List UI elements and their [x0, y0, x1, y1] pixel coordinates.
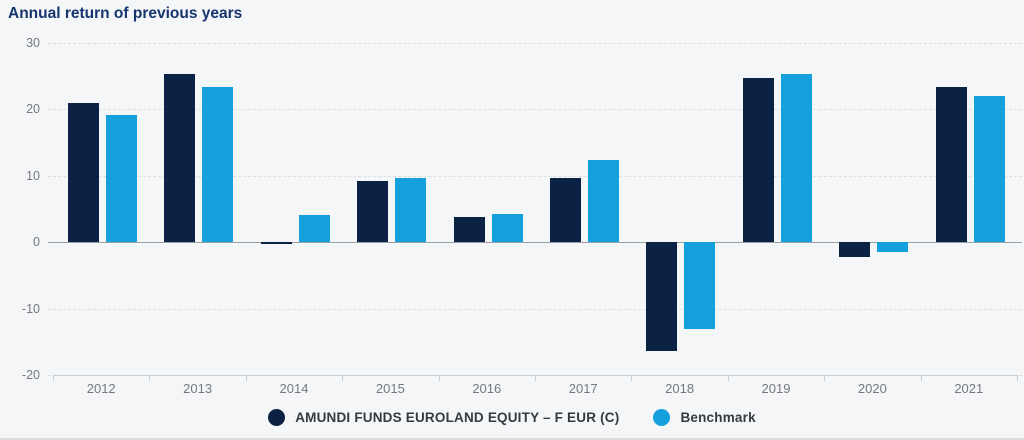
- y-tick-label--10: -10: [21, 301, 40, 316]
- x-axis-tick: [535, 375, 536, 381]
- x-axis-tick: [149, 375, 151, 381]
- bar-2020-fund: [839, 242, 871, 258]
- y-tick-label--20: -20: [21, 368, 40, 382]
- bar-2016-fund: [453, 216, 485, 243]
- fund-legend-label: AMUNDI FUNDS EUROLAND EQUITY – F EUR (C): [295, 410, 620, 425]
- y-tick-label-20: 20: [26, 102, 40, 117]
- chart-title: Annual return of previous years: [8, 5, 243, 22]
- x-axis-label-2017: 2017: [568, 381, 598, 396]
- gridline-20: [48, 109, 1022, 111]
- x-axis-tick: [824, 375, 826, 381]
- bar-2013-fund: [164, 74, 196, 243]
- bar-2020-benchmark: [877, 242, 909, 253]
- legend-item-benchmark: Benchmark: [653, 409, 756, 426]
- benchmark-legend-dot-icon: [653, 409, 671, 426]
- bar-2015-fund: [357, 181, 389, 243]
- x-axis-label-2014: 2014: [279, 381, 309, 396]
- gridline-10: [48, 175, 1022, 177]
- x-axis-label-2019: 2019: [761, 381, 791, 396]
- bar-2018-fund: [646, 242, 678, 352]
- bar-2013-benchmark: [202, 87, 234, 243]
- gridline-30: [48, 43, 1022, 44]
- x-axis-tick: [920, 375, 922, 381]
- gridline--10: [48, 308, 1022, 310]
- x-axis-tick: [1017, 375, 1018, 381]
- x-axis-label-2018: 2018: [665, 381, 695, 396]
- x-axis-tick: [727, 375, 729, 381]
- x-axis-tick: [53, 375, 54, 381]
- x-axis-tick: [245, 375, 247, 381]
- y-tick-label-0: 0: [33, 235, 40, 250]
- bar-2015-benchmark: [395, 177, 427, 243]
- x-axis-tick: [342, 375, 344, 381]
- bar-2021-fund: [935, 87, 967, 243]
- bar-2012-fund: [68, 102, 99, 243]
- zero-gridline: [48, 242, 1022, 244]
- bar-2017-fund: [550, 177, 581, 243]
- bottom-divider: [0, 438, 1024, 440]
- y-tick-label-10: 10: [26, 168, 40, 183]
- bar-2019-fund: [742, 78, 774, 243]
- x-axis-label-2013: 2013: [183, 381, 213, 396]
- x-axis-label-2015: 2015: [375, 381, 405, 396]
- bar-2012-benchmark: [106, 114, 137, 243]
- x-axis-label-2020: 2020: [857, 381, 887, 396]
- benchmark-legend-label: Benchmark: [680, 410, 756, 425]
- x-axis-tick: [438, 375, 440, 381]
- x-axis-label-2012: 2012: [86, 381, 116, 396]
- bar-2014-fund: [260, 242, 292, 245]
- x-axis-label-2021: 2021: [954, 381, 984, 396]
- x-axis-label-2016: 2016: [472, 381, 502, 396]
- legend-item-fund: AMUNDI FUNDS EUROLAND EQUITY – F EUR (C): [268, 409, 619, 426]
- bar-2014-benchmark: [298, 214, 330, 243]
- fund-legend-dot-icon: [268, 409, 286, 426]
- y-tick-label-30: 30: [26, 36, 40, 50]
- bar-2017-benchmark: [588, 159, 619, 243]
- bar-2021-benchmark: [973, 96, 1005, 243]
- bar-2019-benchmark: [780, 73, 812, 243]
- bar-2016-benchmark: [491, 213, 523, 243]
- x-axis-tick: [631, 375, 633, 381]
- chart-legend: AMUNDI FUNDS EUROLAND EQUITY – F EUR (C)…: [0, 409, 1024, 426]
- bar-2018-benchmark: [684, 242, 716, 329]
